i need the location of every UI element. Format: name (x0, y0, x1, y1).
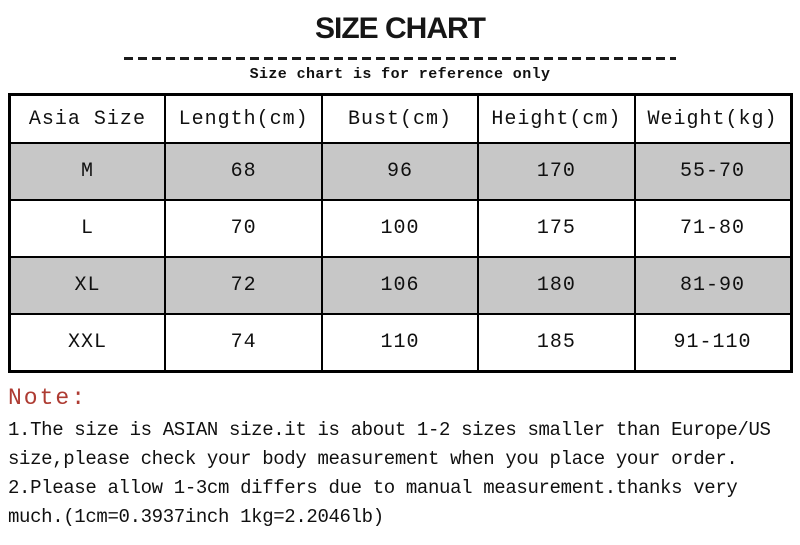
table-cell-length: 70 (164, 199, 323, 258)
table-cell-bust: 96 (320, 142, 480, 201)
table-cell-height: 170 (477, 142, 636, 201)
column-header-asia-size: Asia Size (7, 93, 167, 144)
note-heading: Note: (8, 385, 88, 411)
reference-subtitle: Size chart is for reference only (249, 66, 551, 83)
header-row: Asia Size Length(cm) Bust(cm) Height(cm)… (7, 93, 793, 144)
table-cell-weight: 91-110 (633, 313, 793, 373)
size-table-header: Asia Size Length(cm) Bust(cm) Height(cm)… (7, 93, 793, 144)
dashed-divider (124, 57, 676, 60)
table-cell-bust: 110 (320, 313, 480, 373)
table-cell-size: M (7, 142, 167, 201)
column-header-bust: Bust(cm) (320, 93, 480, 144)
table-cell-length: 72 (164, 256, 323, 315)
column-header-weight: Weight(kg) (633, 93, 793, 144)
note-line: 2.Please allow 1-3cm differs due to manu… (8, 477, 738, 499)
table-cell-size: XXL (7, 313, 167, 373)
size-table: Asia Size Length(cm) Bust(cm) Height(cm)… (7, 93, 793, 373)
note-line: size,please check your body measurement … (8, 448, 738, 470)
table-cell-length: 68 (164, 142, 323, 201)
table-row: XL 72 106 180 81-90 (7, 256, 793, 315)
table-cell-weight: 71-80 (633, 199, 793, 258)
table-cell-bust: 100 (320, 199, 480, 258)
table-cell-height: 175 (477, 199, 636, 258)
page-title: SIZE CHART (315, 12, 486, 45)
column-header-length: Length(cm) (164, 93, 323, 144)
size-table-body: M 68 96 170 55-70 L 70 100 175 71-80 XL … (7, 142, 793, 373)
table-row: XXL 74 110 185 91-110 (7, 313, 793, 373)
table-cell-height: 180 (477, 256, 636, 315)
table-cell-height: 185 (477, 313, 636, 373)
table-cell-weight: 81-90 (633, 256, 793, 315)
note-line: much.(1cm=0.3937inch 1kg=2.2046lb) (8, 506, 384, 528)
table-row: L 70 100 175 71-80 (7, 199, 793, 258)
note-line: 1.The size is ASIAN size.it is about 1-2… (8, 419, 771, 441)
table-cell-bust: 106 (320, 256, 480, 315)
table-cell-length: 74 (164, 313, 323, 373)
table-cell-size: XL (7, 256, 167, 315)
table-cell-size: L (7, 199, 167, 258)
note-text: 1.The size is ASIAN size.it is about 1-2… (8, 416, 800, 532)
column-header-height: Height(cm) (477, 93, 636, 144)
table-cell-weight: 55-70 (633, 142, 793, 201)
table-row: M 68 96 170 55-70 (7, 142, 793, 201)
